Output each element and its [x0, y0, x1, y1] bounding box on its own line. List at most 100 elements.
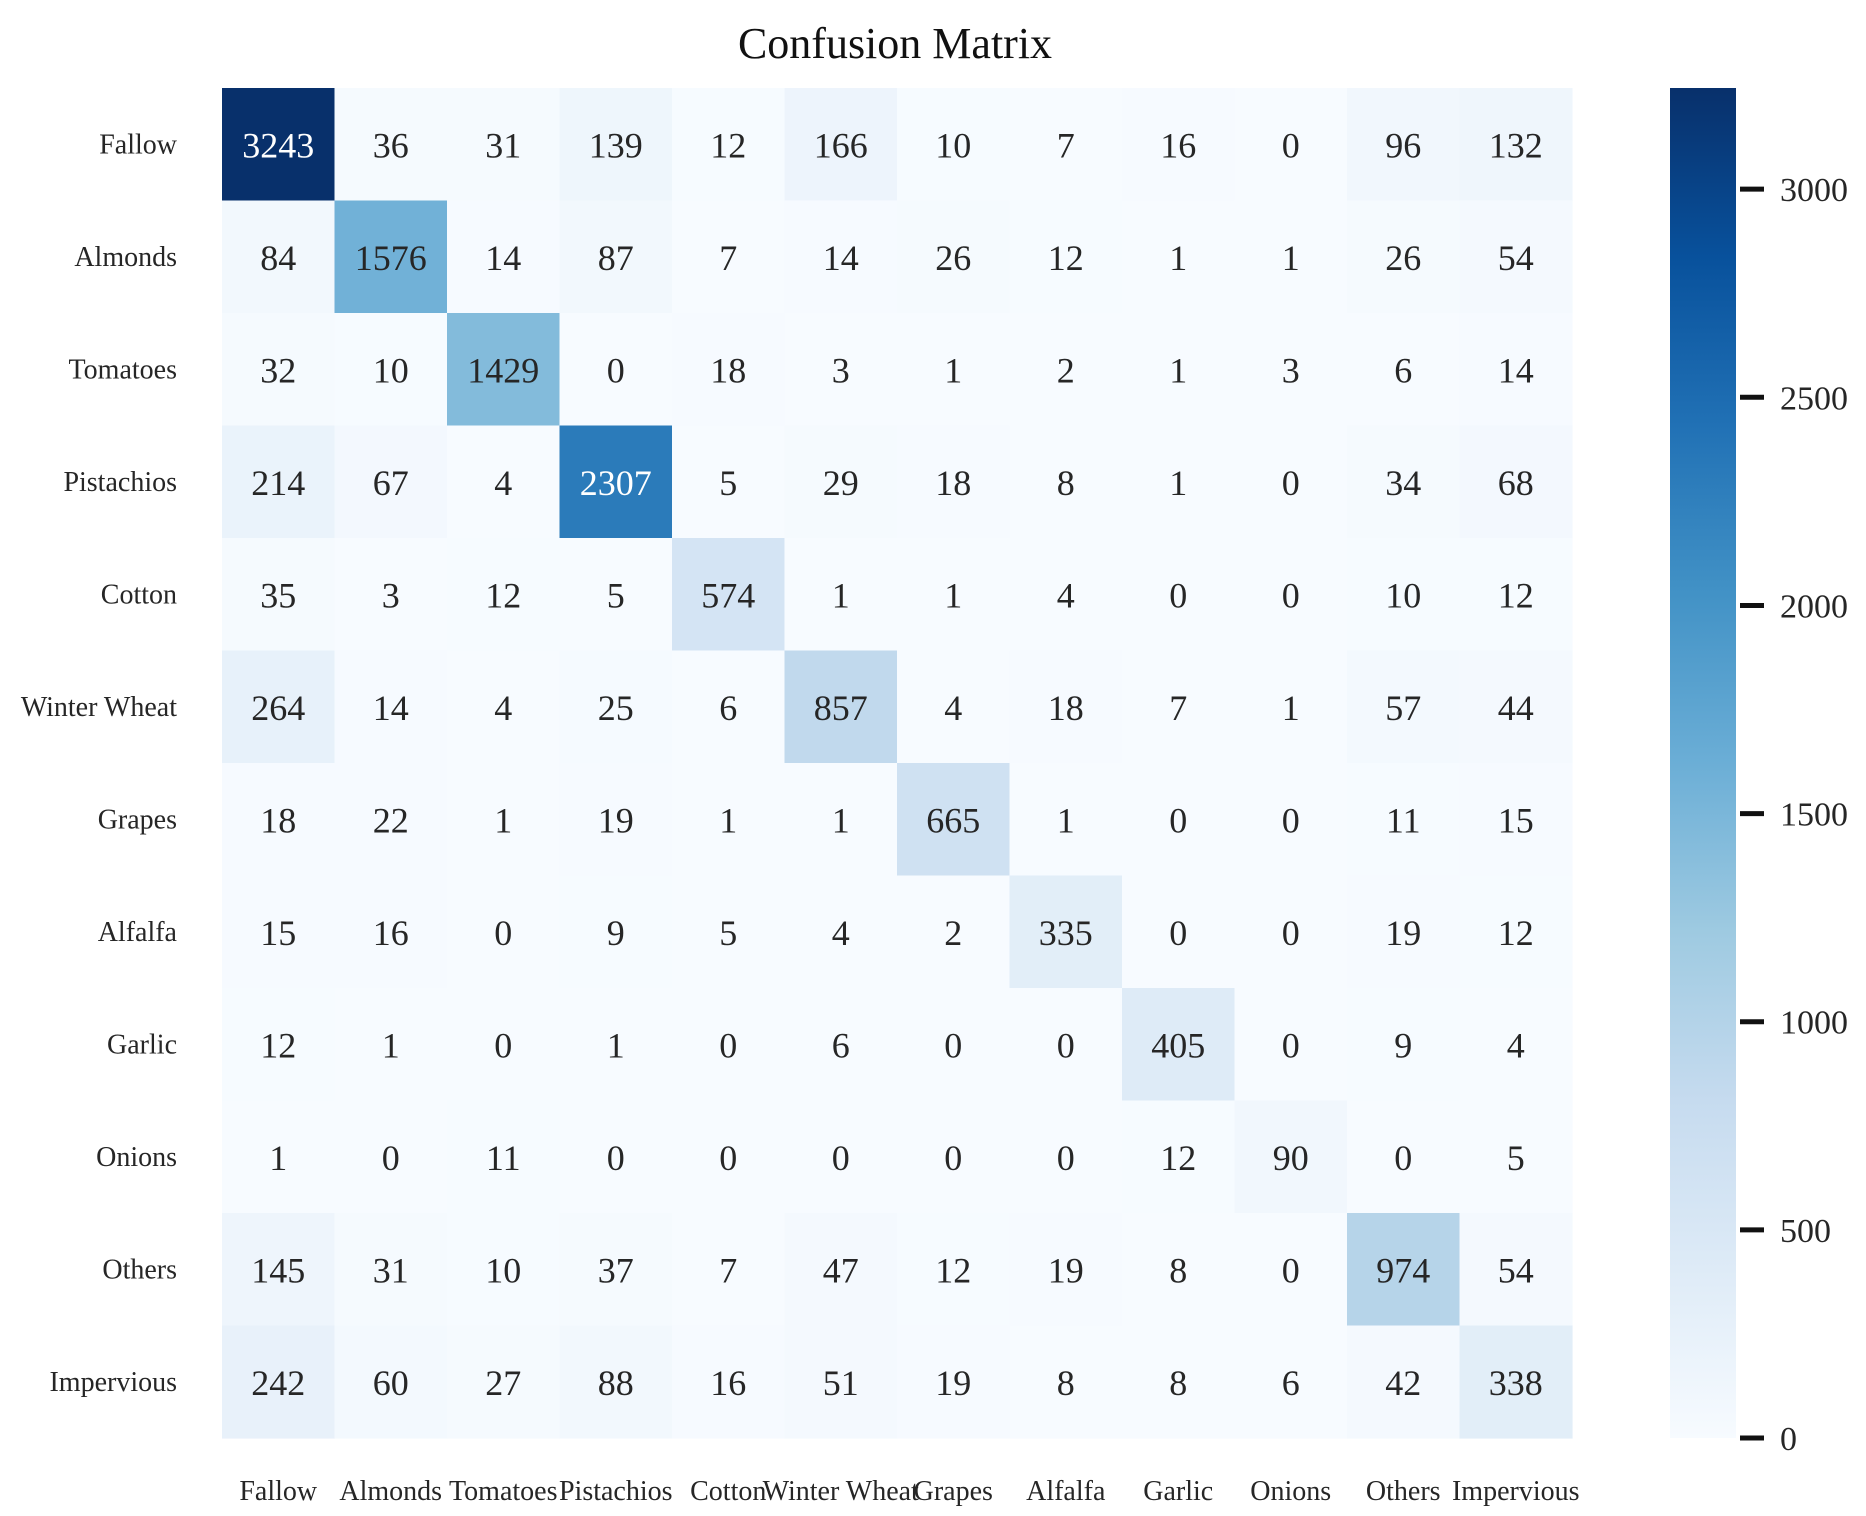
cell-value-label: 3	[1282, 350, 1300, 390]
cell-value-label: 7	[719, 1250, 737, 1290]
column-label: Tomatoes	[449, 1476, 557, 1507]
heatmap-cell	[1347, 763, 1461, 877]
cell-value-label: 1429	[467, 350, 539, 390]
heatmap-cell	[784, 425, 898, 539]
row-label: Tomatoes	[69, 354, 177, 385]
heatmap-cell	[672, 425, 786, 539]
cell-value-label: 4	[832, 913, 850, 953]
heatmap-cell	[1234, 1100, 1348, 1214]
cell-value-label: 4	[1507, 1025, 1525, 1065]
heatmap-cell	[784, 763, 898, 877]
heatmap-cell	[672, 88, 786, 202]
cell-value-label: 145	[251, 1250, 305, 1290]
heatmap-cell	[1347, 1325, 1461, 1439]
cell-value-label: 7	[719, 238, 737, 278]
cell-value-label: 14	[373, 688, 409, 728]
cell-value-label: 6	[832, 1025, 850, 1065]
cell-value-label: 25	[598, 688, 634, 728]
heatmap-cell	[222, 875, 336, 989]
cell-value-label: 0	[1282, 575, 1300, 615]
cell-value-label: 6	[1394, 350, 1412, 390]
cell-value-label: 3243	[242, 125, 314, 165]
heatmap-cell	[1459, 1325, 1573, 1439]
cell-value-label: 51	[823, 1363, 859, 1403]
cell-value-label: 4	[494, 463, 512, 503]
row-label: Pistachios	[63, 467, 177, 498]
cell-value-label: 16	[373, 913, 409, 953]
heatmap-cell	[1347, 650, 1461, 764]
cell-value-label: 84	[260, 238, 296, 278]
column-label: Alfalfa	[1026, 1476, 1106, 1507]
cell-value-label: 96	[1385, 125, 1421, 165]
heatmap-cell	[1234, 200, 1348, 314]
heatmap-cell	[897, 650, 1011, 764]
heatmap-cell	[1009, 538, 1123, 652]
cell-value-label: 26	[935, 238, 971, 278]
heatmap-cell	[1009, 988, 1123, 1102]
heatmap-cell	[334, 88, 448, 202]
heatmap-cell	[672, 1100, 786, 1214]
heatmap-cell	[1122, 313, 1236, 427]
cell-value-label: 665	[926, 800, 980, 840]
cell-value-label: 1	[1169, 463, 1187, 503]
heatmap-cell	[334, 1325, 448, 1439]
heatmap-cell	[559, 425, 673, 539]
cell-value-label: 139	[589, 125, 643, 165]
heatmap-cell	[559, 88, 673, 202]
heatmap-cell	[447, 313, 561, 427]
cell-value-label: 857	[814, 688, 868, 728]
heatmap-cell	[1234, 875, 1348, 989]
cell-value-label: 264	[251, 688, 305, 728]
heatmap-cell	[559, 988, 673, 1102]
cell-value-label: 1	[1282, 238, 1300, 278]
cell-value-label: 8	[1169, 1250, 1187, 1290]
chart-title: Confusion Matrix	[738, 19, 1052, 68]
heatmap-cell	[1347, 1100, 1461, 1214]
heatmap-cell	[672, 1213, 786, 1327]
heatmap-cell	[784, 1325, 898, 1439]
column-label: Onions	[1250, 1476, 1331, 1507]
cell-value-label: 12	[935, 1250, 971, 1290]
heatmap-cell	[559, 875, 673, 989]
cell-value-label: 0	[1169, 800, 1187, 840]
cell-value-label: 35	[260, 575, 296, 615]
cell-value-label: 4	[494, 688, 512, 728]
heatmap-cell	[447, 650, 561, 764]
heatmap-cell	[784, 88, 898, 202]
cell-value-label: 1	[1169, 350, 1187, 390]
cell-value-label: 0	[1282, 125, 1300, 165]
heatmap-cell	[222, 1213, 336, 1327]
colorbar-tick-label: 0	[1780, 1421, 1797, 1458]
cell-value-label: 31	[485, 125, 521, 165]
heatmap-cell	[897, 875, 1011, 989]
cell-value-label: 0	[607, 350, 625, 390]
cell-value-label: 0	[607, 1138, 625, 1178]
cell-value-label: 12	[1498, 913, 1534, 953]
cell-value-label: 15	[260, 913, 296, 953]
heatmap-cell	[447, 1100, 561, 1214]
heatmap-cell	[897, 88, 1011, 202]
heatmap-cell	[784, 1100, 898, 1214]
colorbar-tick-label: 2500	[1780, 380, 1848, 417]
heatmap-cell	[672, 763, 786, 877]
heatmap-cell	[1009, 650, 1123, 764]
heatmap-cell	[784, 1213, 898, 1327]
heatmap-cell	[1459, 88, 1573, 202]
cell-value-label: 1	[1057, 800, 1075, 840]
heatmap-cell	[447, 425, 561, 539]
heatmap-cell	[222, 88, 336, 202]
cell-value-label: 9	[1394, 1025, 1412, 1065]
heatmap-cell	[447, 1213, 561, 1327]
row-label: Others	[102, 1254, 177, 1285]
cell-value-label: 4	[1057, 575, 1075, 615]
colorbar-tick-label: 1000	[1780, 1005, 1848, 1042]
heatmap-cell	[334, 200, 448, 314]
cell-value-label: 12	[710, 125, 746, 165]
cell-value-label: 10	[935, 125, 971, 165]
heatmap-cell	[559, 1213, 673, 1327]
cell-value-label: 54	[1498, 238, 1534, 278]
cell-value-label: 6	[1282, 1363, 1300, 1403]
cell-value-label: 0	[1282, 463, 1300, 503]
